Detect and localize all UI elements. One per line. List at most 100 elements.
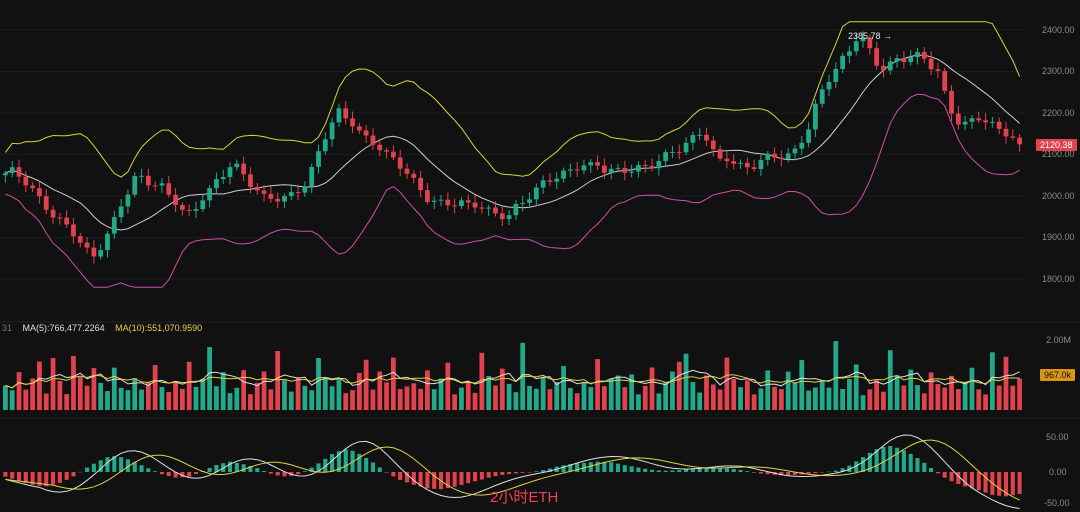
volume-bar [799,360,805,410]
volume-bar [1017,378,1022,410]
candle-body [581,165,587,171]
volume-bar [615,375,621,410]
candle-body [105,233,110,251]
macd-bar [963,472,968,487]
volume-bar [874,380,880,410]
candle-body [758,159,764,170]
macd-bar [23,472,28,483]
candle-body [173,194,178,206]
macd-tick-label: 0.00 [1049,467,1067,477]
volume-bar [588,387,594,410]
volume-bar [683,353,689,410]
volume-bar [697,392,703,410]
volume-bar [152,365,158,410]
boll-mid-line [5,54,1020,231]
volume-bar [105,391,110,410]
candle-body [676,151,682,153]
candle-body [826,81,832,90]
candle-body [608,168,614,173]
candle-body [493,207,498,214]
candle-body [697,134,703,136]
axis-labels: 2400.00 2300.00 2200.00 2100.00 2000.00 … [1042,25,1075,508]
macd-bar [765,472,770,475]
macd-bar [1010,472,1015,496]
candle-body [16,167,22,177]
volume-bar [363,359,369,410]
volume-bar [425,370,430,410]
volume-bar [567,388,573,410]
volume-bar [71,355,76,410]
candle-body [942,71,948,91]
candle-body [833,69,839,82]
candle-body [649,165,655,169]
macd-bar [302,471,307,472]
volume-bar [955,389,961,410]
macd-bar [813,472,818,474]
candle-body [915,52,920,58]
candle-body [602,165,607,173]
macd-bar [854,461,859,472]
macd-bar [888,445,893,472]
macd-bar [697,468,702,472]
volume-bar [282,380,287,410]
volume-bar [574,393,580,410]
macd-bar [234,462,239,472]
macd-bar [459,472,464,485]
volume-bar [656,393,662,410]
candle-body [363,130,369,136]
price-tick-label: 2000.00 [1042,191,1075,201]
candle-body [765,153,771,160]
candle-body [111,217,117,234]
chart-caption: 2小时ETH [490,489,559,506]
macd-bar [649,469,655,472]
volume-bar [288,391,294,410]
volume-bar [527,385,532,410]
volume-bar [853,364,859,410]
macd-bar [221,463,226,472]
candle-body [731,161,737,164]
candle-body [71,224,76,237]
macd-lines [5,434,1020,509]
candle-body [445,199,451,206]
volume-bar [561,366,566,410]
candle-body [425,190,430,202]
macd-bar [670,470,675,472]
macd-bar [418,472,423,487]
volume-bar [397,389,403,410]
macd-bar [384,472,389,473]
candle-body [785,153,791,159]
volume-bar [915,385,920,410]
candle-body [214,179,219,189]
macd-bar [16,472,22,481]
macd-bar [3,472,8,477]
candle-body [234,163,240,168]
candle-body [139,175,144,177]
candle-body [288,192,294,197]
candle-body [901,58,907,63]
volume-bar [581,382,587,410]
candle-body [636,164,641,172]
macd-bar [10,472,15,479]
macd-bar [78,471,83,473]
macd-bar [64,472,69,480]
macd-bar [792,472,798,475]
volume-bar [125,390,131,410]
candle-body [928,58,934,70]
candle-body [200,200,206,210]
price-tick-label: 1900.00 [1042,232,1075,242]
macd-bar [44,472,49,487]
volume-bar [676,361,682,410]
volume-bar [813,387,818,410]
candle-body [248,174,253,187]
candle-body [989,121,995,123]
candle-body [717,149,723,159]
volume-bar [989,352,995,410]
macd-bar [173,472,178,478]
volume-bar [111,367,117,410]
macd-bar [942,472,947,478]
volume-bar [370,389,376,410]
volume-bar [778,389,784,410]
candle-body [921,52,927,59]
macd-bar [377,467,382,472]
